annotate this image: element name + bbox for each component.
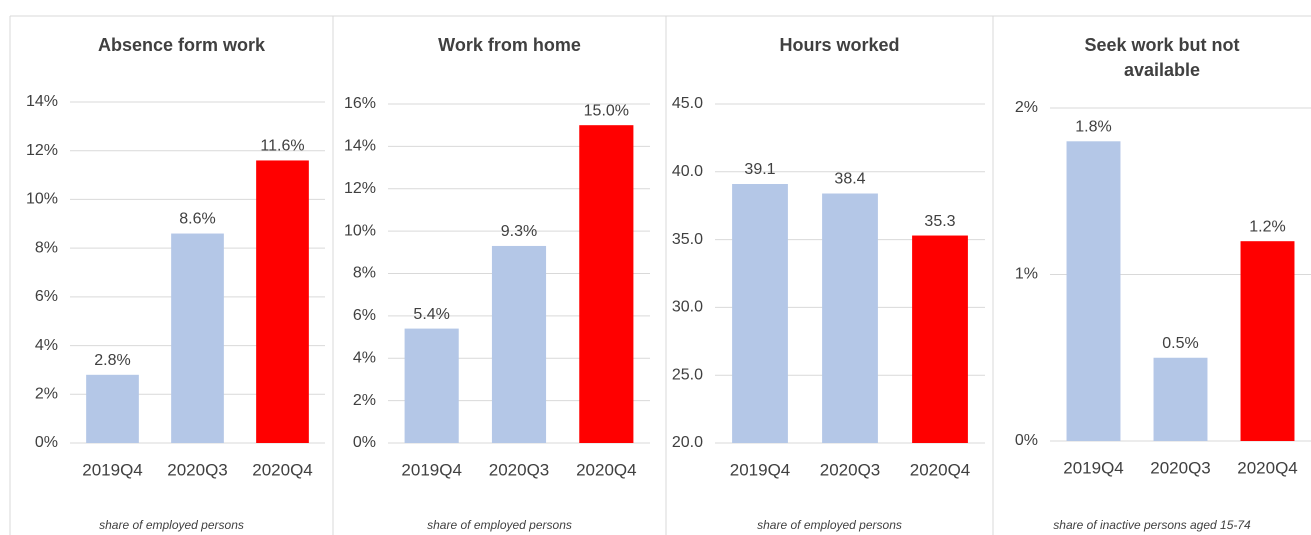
- data-label: 15.0%: [584, 102, 629, 119]
- bar: [171, 233, 224, 443]
- data-label: 9.3%: [501, 223, 537, 240]
- y-tick-label: 40.0: [672, 163, 703, 180]
- data-label: 2.8%: [94, 352, 130, 369]
- bar: [822, 193, 878, 443]
- y-tick-label: 35.0: [672, 231, 703, 248]
- x-tick-label: 2020Q3: [489, 460, 550, 479]
- footnote: share of inactive persons aged 15-74: [1053, 518, 1251, 532]
- chart-title: Seek work but not available: [1084, 35, 1240, 80]
- y-tick-label: 25.0: [672, 366, 703, 383]
- data-label: 0.5%: [1162, 335, 1198, 352]
- x-tick-label: 2019Q4: [1063, 458, 1124, 477]
- data-label: 35.3: [924, 213, 955, 230]
- y-tick-label: 6%: [35, 288, 58, 305]
- x-tick-label: 2020Q3: [167, 460, 228, 479]
- x-tick-label: 2020Q4: [252, 460, 313, 479]
- bar: [1066, 141, 1121, 442]
- bar: [1240, 241, 1295, 441]
- bar: [579, 125, 634, 443]
- bar: [404, 328, 459, 443]
- data-label: 8.6%: [179, 211, 215, 228]
- y-tick-label: 8%: [353, 265, 376, 282]
- footnote: share of employed persons: [427, 518, 572, 532]
- y-tick-label: 6%: [353, 307, 376, 324]
- y-tick-label: 1%: [1015, 266, 1038, 283]
- x-tick-label: 2019Q4: [82, 460, 143, 479]
- chart-title: Hours worked: [779, 35, 900, 55]
- data-label: 1.2%: [1249, 218, 1285, 235]
- y-tick-label: 2%: [35, 386, 58, 403]
- y-tick-label: 8%: [35, 239, 58, 256]
- x-tick-label: 2020Q4: [910, 460, 971, 479]
- x-tick-label: 2019Q4: [401, 460, 462, 479]
- bar: [256, 160, 309, 443]
- chart-title: Work from home: [438, 35, 581, 55]
- bar: [912, 235, 968, 443]
- y-tick-label: 12%: [26, 142, 58, 159]
- y-tick-label: 4%: [35, 337, 58, 354]
- bar: [491, 245, 547, 443]
- y-tick-label: 4%: [353, 349, 376, 366]
- y-tick-label: 0%: [35, 434, 58, 451]
- data-label: 39.1: [744, 161, 775, 178]
- x-tick-label: 2020Q3: [1150, 458, 1211, 477]
- bar: [1153, 357, 1208, 441]
- y-tick-label: 14%: [26, 93, 58, 110]
- footnote: share of employed persons: [757, 518, 902, 532]
- data-label: 5.4%: [413, 306, 449, 323]
- footnote: share of employed persons: [99, 518, 244, 532]
- y-tick-label: 0%: [353, 434, 376, 451]
- bar: [732, 184, 788, 443]
- y-tick-label: 12%: [344, 180, 376, 197]
- x-tick-label: 2020Q3: [820, 460, 881, 479]
- y-tick-label: 30.0: [672, 299, 703, 316]
- y-tick-label: 16%: [344, 95, 376, 112]
- y-tick-label: 0%: [1015, 432, 1038, 449]
- data-label: 11.6%: [260, 138, 304, 155]
- y-tick-label: 20.0: [672, 434, 703, 451]
- y-tick-label: 14%: [344, 138, 376, 155]
- data-label: 38.4: [834, 171, 865, 188]
- y-tick-label: 10%: [26, 191, 58, 208]
- y-tick-label: 10%: [344, 222, 376, 239]
- y-tick-label: 2%: [1015, 99, 1038, 116]
- y-tick-label: 45.0: [672, 95, 703, 112]
- x-tick-label: 2019Q4: [730, 460, 791, 479]
- x-tick-label: 2020Q4: [576, 460, 637, 479]
- y-tick-label: 2%: [353, 392, 376, 409]
- chart-title: Absence form work: [97, 35, 266, 55]
- data-label: 1.8%: [1075, 119, 1111, 136]
- x-tick-label: 2020Q4: [1237, 458, 1298, 477]
- bar: [86, 374, 139, 443]
